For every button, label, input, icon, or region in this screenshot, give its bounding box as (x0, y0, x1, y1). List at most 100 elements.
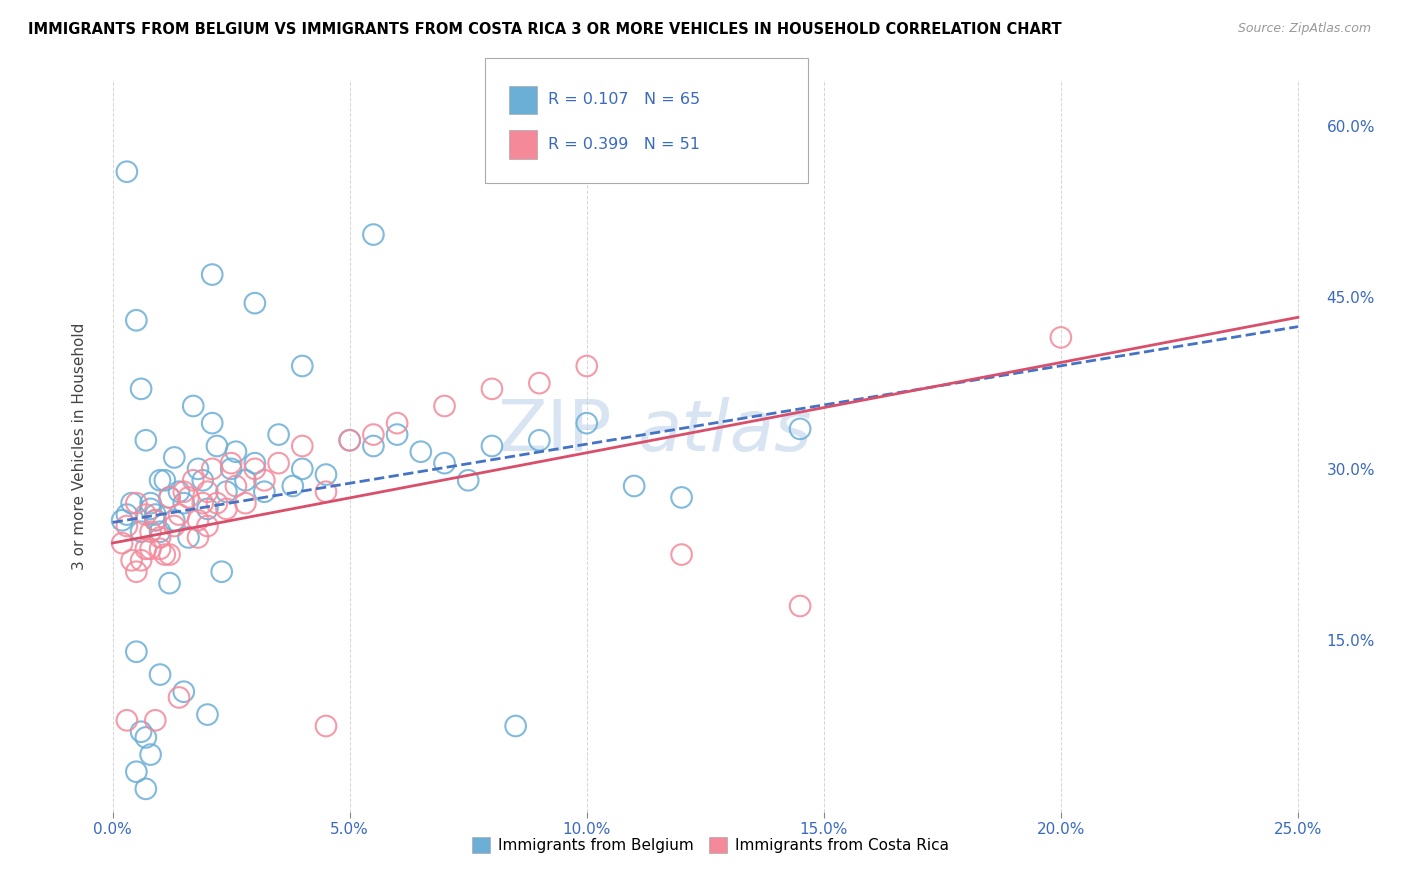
Point (225, 444, 247, 458)
Point (201, 416, 224, 430)
Point (243, 456, 266, 470)
Point (197, 501, 219, 516)
Point (159, 576, 181, 591)
Point (671, 491, 693, 505)
Point (529, 376, 551, 391)
Point (235, 496, 257, 510)
Point (139, 501, 162, 516)
Point (129, 382, 152, 396)
Point (139, 524, 162, 539)
Point (163, 519, 186, 533)
Point (143, 513, 166, 527)
Point (243, 462, 266, 476)
Point (111, 513, 134, 527)
Point (135, 781, 157, 796)
Point (125, 496, 148, 510)
Point (243, 296, 266, 310)
Point (129, 553, 152, 567)
Point (385, 416, 408, 430)
Point (129, 524, 152, 539)
Point (623, 479, 645, 493)
Point (125, 645, 148, 659)
Point (225, 479, 247, 493)
Point (409, 444, 432, 458)
Text: ZIP: ZIP (498, 397, 612, 466)
Point (149, 667, 172, 681)
Point (201, 462, 224, 476)
Point (115, 164, 138, 178)
Point (143, 714, 166, 728)
Point (139, 747, 162, 762)
Point (291, 359, 314, 373)
Point (433, 399, 456, 413)
Point (129, 724, 152, 739)
Point (205, 439, 228, 453)
Point (167, 508, 190, 522)
Point (153, 548, 176, 562)
Point (125, 565, 148, 579)
Point (481, 439, 503, 453)
Text: atlas: atlas (637, 397, 811, 466)
Point (149, 530, 172, 544)
Point (135, 434, 157, 448)
Point (135, 508, 157, 522)
Point (291, 439, 314, 453)
Point (211, 565, 233, 579)
Point (191, 473, 214, 487)
Point (215, 501, 238, 516)
Point (253, 473, 276, 487)
Point (197, 484, 219, 499)
Point (671, 548, 693, 562)
Y-axis label: 3 or more Vehicles in Household: 3 or more Vehicles in Household (72, 322, 87, 570)
Point (197, 519, 219, 533)
Point (139, 541, 162, 556)
Point (125, 313, 148, 327)
Point (181, 473, 204, 487)
Point (149, 541, 172, 556)
Point (219, 462, 242, 476)
Point (575, 416, 598, 430)
Point (205, 496, 228, 510)
Point (153, 473, 176, 487)
Point (181, 399, 204, 413)
Point (177, 491, 200, 505)
Point (505, 719, 527, 733)
Point (159, 491, 181, 505)
Text: R = 0.399   N = 51: R = 0.399 N = 51 (548, 137, 700, 152)
Point (575, 359, 598, 373)
Point (115, 508, 138, 522)
Point (253, 484, 276, 499)
Point (315, 484, 337, 499)
Point (315, 467, 337, 482)
Point (481, 382, 503, 396)
Point (385, 427, 408, 442)
Point (163, 450, 186, 465)
Point (135, 541, 157, 556)
Text: R = 0.107   N = 65: R = 0.107 N = 65 (548, 93, 700, 107)
Legend: Immigrants from Belgium, Immigrants from Costa Rica: Immigrants from Belgium, Immigrants from… (465, 830, 955, 859)
Point (267, 427, 290, 442)
Point (1050, 330, 1073, 344)
Point (167, 690, 190, 705)
Point (363, 427, 385, 442)
Point (191, 496, 214, 510)
Point (115, 714, 138, 728)
Point (187, 530, 209, 544)
Point (339, 434, 361, 448)
Point (529, 434, 551, 448)
Point (281, 479, 304, 493)
Point (143, 513, 166, 527)
Point (339, 434, 361, 448)
Point (363, 227, 385, 242)
Point (215, 484, 238, 499)
Point (457, 473, 479, 487)
Point (267, 456, 290, 470)
Point (789, 422, 811, 436)
Point (149, 524, 172, 539)
Point (139, 496, 162, 510)
Point (197, 707, 219, 722)
Point (187, 462, 209, 476)
Point (121, 553, 143, 567)
Point (163, 513, 186, 527)
Point (121, 496, 143, 510)
